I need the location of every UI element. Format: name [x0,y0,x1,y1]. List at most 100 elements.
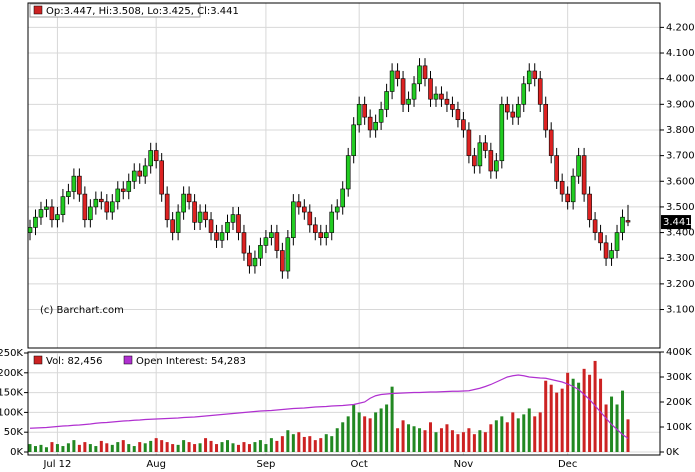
volume-bar [456,434,460,452]
candle-body [433,93,439,100]
candle-body [291,201,296,239]
candle-body [411,83,417,100]
y2-tick-label: 100K [666,422,692,433]
candle-body [406,98,411,105]
candle-body [400,78,406,105]
candle-body [455,109,461,121]
candle-body [510,111,516,118]
candle-body [120,188,126,192]
candle-body [33,216,38,228]
candle-body [137,170,143,177]
candle-body [49,206,55,221]
candle-body [477,142,483,167]
volume-bar [500,416,504,452]
volume-bar [527,408,531,452]
candle-body [345,155,351,190]
volume-bar [110,444,114,452]
volume-bar [505,422,509,452]
candle-body [247,252,252,267]
volume-bar [516,418,520,452]
candle-body [581,155,587,195]
candle-body [537,78,543,105]
candle-body [60,196,66,215]
candle-body [323,232,329,239]
volume-bar [418,428,422,452]
volume-bar [297,432,301,452]
plot-layer: Jul 12 Aug Sep Oct Nov Dec 3.100 3.200 3.300 3.40… [0,3,695,470]
candle-body [532,70,538,79]
candle-body [384,91,389,110]
y2-tick-label: 400K [666,347,692,358]
watermark: (c) Barchart.com [40,305,124,316]
candle-body [521,83,527,105]
candle-body [285,237,291,272]
y-tick-label: 3.900 [666,99,695,110]
volume-bar [467,428,471,452]
volume-bar [209,440,213,452]
volume-bar [439,428,443,452]
volume-bar [149,440,153,452]
volume-bar [121,440,125,452]
candle-body [236,214,241,233]
volume-bar [220,442,224,452]
candle-body [329,211,335,233]
volume-bar [302,436,306,452]
volume-bar [522,414,526,452]
candle-body [351,124,356,156]
y-tick-label: 200K [0,368,23,379]
candle-body [488,150,494,172]
y-tick-label: 4.100 [666,48,695,59]
volume-bar [494,420,498,452]
candle-body [548,129,554,156]
candle-body [450,104,455,110]
candle-body [472,155,477,167]
volume-bar [588,374,592,452]
candle-body [164,193,170,221]
candle-body [203,211,208,221]
candle-body [461,119,466,131]
volume-bar [352,404,356,452]
volume-bar [99,440,103,452]
candle-body [515,104,521,118]
x-tick-label: Jul 12 [42,459,71,470]
volume-bar [132,446,136,452]
volume-bar [335,428,339,452]
candle-body [587,193,592,221]
volume-bar [615,404,619,452]
candle-body [395,70,400,79]
volume-bar [236,444,240,452]
candle-body [340,188,346,208]
candle-body [592,219,598,233]
volume-bar [83,442,87,452]
candle-body [603,242,609,259]
candle-body [82,193,88,221]
candle-body [362,104,367,118]
candle-body [444,98,450,105]
y-tick-label: 0K [10,447,23,458]
volume-bar [423,430,427,452]
candle-body [99,198,104,203]
candle-body [543,104,549,131]
candle-body [225,222,230,233]
candle-body [269,232,274,239]
volume-bar [461,432,465,452]
volume-bar [363,416,367,452]
y-tick-label: 3.200 [666,279,695,290]
x-tick-label: Oct [351,459,368,470]
volume-bar [269,438,273,452]
candle-body [252,257,258,267]
candle-body [71,175,77,192]
volume-bar [55,444,59,452]
volume-bar [626,419,630,452]
candle-body [625,220,631,223]
candle-body [44,206,49,210]
candle-body [208,219,214,233]
y-tick-label: 3.500 [666,202,695,213]
candle-body [307,211,313,226]
candle-body [159,160,164,195]
volume-bar [88,444,92,452]
volume-bar [428,422,432,452]
volume-bar [621,390,625,452]
y-tick-label: 3.300 [666,253,695,264]
legend-text: Open Interest: 54,283 [136,356,246,367]
